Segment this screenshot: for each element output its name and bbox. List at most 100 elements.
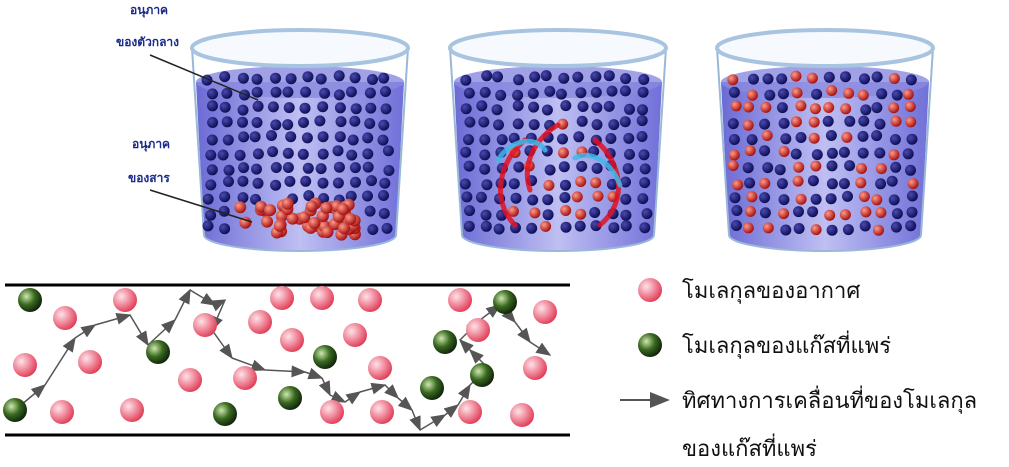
particle (321, 226, 334, 239)
particle (282, 119, 294, 131)
particle (300, 86, 312, 98)
particle (542, 194, 554, 206)
legend-gas-icon (638, 333, 662, 357)
air-molecule (13, 353, 37, 377)
particle (826, 160, 838, 172)
particle (478, 116, 490, 128)
particle (762, 73, 774, 85)
particle (637, 193, 649, 205)
particle (270, 119, 282, 131)
flow-arrow (495, 138, 548, 163)
particle (526, 222, 538, 234)
particle (876, 88, 888, 100)
particle (529, 71, 541, 83)
particle (345, 86, 357, 98)
air-molecule (368, 356, 392, 380)
particle (780, 224, 792, 236)
particle (281, 197, 294, 210)
motion-arrow (384, 384, 400, 400)
particle (513, 74, 525, 86)
particle (844, 115, 856, 127)
particle (840, 103, 852, 115)
particle (572, 71, 584, 83)
particle (347, 134, 359, 146)
particle (826, 85, 838, 96)
particle (902, 148, 914, 160)
particle (557, 118, 569, 130)
particle (367, 74, 378, 85)
particle (637, 86, 649, 98)
particle (481, 179, 493, 191)
particle (491, 104, 503, 116)
beaker-rim (190, 28, 410, 68)
particle (282, 86, 294, 98)
particle (302, 71, 314, 83)
particle (346, 149, 358, 161)
label: อนุภาค (130, 3, 168, 18)
particle (303, 190, 315, 202)
particle (905, 74, 917, 86)
particle (793, 223, 805, 234)
particle (544, 85, 556, 97)
particle (778, 194, 790, 206)
particle (730, 100, 742, 112)
particle (620, 220, 632, 232)
motion-arrow (44, 336, 76, 386)
particle (334, 131, 346, 143)
particle (759, 118, 771, 130)
particle (252, 177, 264, 189)
particle (512, 89, 524, 101)
particle (560, 100, 572, 112)
particle (808, 132, 820, 144)
particle (320, 201, 333, 214)
particle (603, 100, 615, 112)
particle (871, 194, 883, 206)
beaker (190, 28, 410, 252)
particle (378, 72, 390, 84)
particle (776, 178, 788, 190)
label: อนุภาค (132, 137, 170, 152)
particle (219, 223, 231, 235)
particle (479, 134, 491, 146)
particle (510, 192, 522, 204)
particle (207, 117, 219, 128)
particle (606, 178, 618, 190)
particle (333, 70, 345, 82)
particle (886, 175, 898, 187)
particle (238, 131, 250, 143)
particle (555, 88, 567, 100)
particle (282, 147, 294, 159)
particle (619, 85, 631, 97)
particle (574, 220, 586, 232)
particle (890, 221, 902, 233)
particle (557, 147, 569, 159)
particle (636, 115, 648, 127)
air-molecule (50, 400, 74, 424)
particle (237, 192, 249, 204)
particle (790, 70, 802, 82)
motion-arrow (419, 414, 447, 431)
particle (732, 179, 744, 191)
particle (317, 148, 329, 160)
particle (608, 119, 620, 131)
air-molecule (113, 288, 137, 312)
particle (529, 207, 541, 219)
particle (205, 149, 217, 161)
particle (576, 115, 588, 127)
particle (790, 148, 802, 160)
particle (620, 193, 632, 205)
motion-arrow (443, 404, 460, 418)
particle (542, 209, 554, 221)
particle (205, 179, 217, 191)
particle (217, 149, 229, 161)
particle (314, 115, 326, 127)
particle (475, 191, 487, 203)
particle (464, 116, 476, 128)
particle (608, 222, 620, 234)
motion-arrow (174, 288, 191, 321)
particle (902, 88, 914, 100)
particle (589, 207, 601, 218)
air-molecule (458, 400, 482, 424)
particle (560, 221, 572, 233)
